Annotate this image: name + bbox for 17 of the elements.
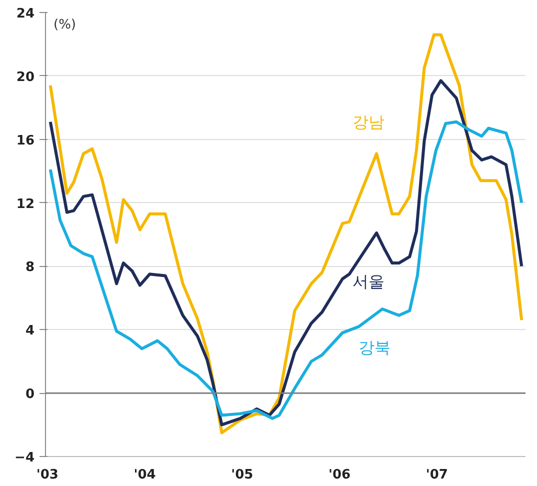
x-tick-label: '05 — [231, 468, 254, 482]
y-axis-title: (%) — [54, 18, 76, 32]
x-tick-label: '07 — [426, 468, 448, 482]
y-tick-label: 16 — [16, 133, 35, 148]
y-tick-label: 20 — [16, 70, 35, 85]
x-tick-label: '03 — [36, 468, 58, 482]
x-tick-label: '04 — [134, 468, 156, 482]
y-tick-label: 24 — [16, 6, 35, 22]
y-tick-label: 0 — [25, 387, 34, 402]
y-tick-label: −4 — [14, 450, 35, 466]
series-label: 강남 — [352, 112, 385, 132]
y-tick-label: 4 — [25, 324, 34, 339]
x-tick-label: '06 — [328, 468, 351, 482]
y-tick-label: 12 — [16, 196, 35, 212]
series-label: 서울 — [352, 272, 385, 291]
series-label: 강북 — [358, 338, 390, 358]
y-tick-label: 8 — [25, 260, 34, 276]
